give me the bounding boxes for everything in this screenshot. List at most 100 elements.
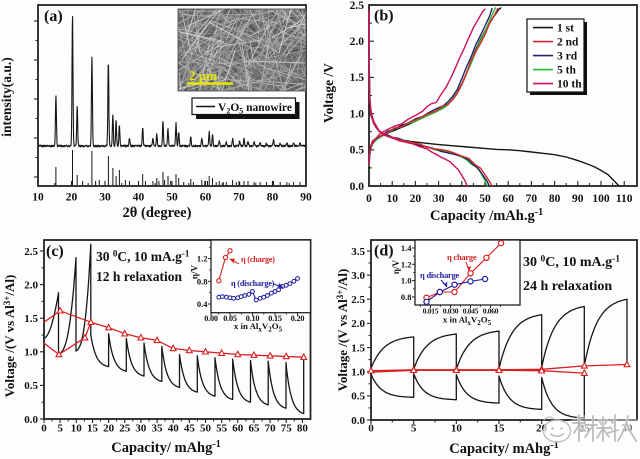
svg-text:70: 70 (233, 192, 245, 204)
svg-text:70: 70 (265, 423, 277, 435)
svg-text:1.0: 1.0 (351, 367, 365, 379)
svg-text:20: 20 (410, 193, 422, 205)
svg-text:η (discharge): η (discharge) (231, 279, 275, 288)
svg-text:η charge: η charge (447, 253, 477, 262)
svg-text:0.045: 0.045 (463, 307, 479, 316)
svg-text:80: 80 (267, 192, 279, 204)
svg-text:40: 40 (168, 423, 180, 435)
svg-text:30 0C, 10 mA.g-1: 30 0C, 10 mA.g-1 (523, 255, 620, 271)
svg-text:45: 45 (184, 423, 196, 435)
svg-text:Capacity/ mAhg-1: Capacity/ mAhg-1 (449, 440, 558, 457)
svg-text:2.0: 2.0 (24, 279, 38, 291)
svg-text:Capacity /mAh.g-1: Capacity /mAh.g-1 (430, 207, 543, 224)
svg-text:0.10: 0.10 (246, 314, 260, 323)
svg-text:20: 20 (536, 423, 548, 435)
svg-text:2θ (degree): 2θ (degree) (123, 205, 192, 221)
svg-text:0.015: 0.015 (423, 307, 439, 316)
svg-text:55: 55 (216, 423, 228, 435)
svg-text:3.0: 3.0 (351, 270, 365, 282)
svg-text:100: 100 (592, 193, 610, 205)
svg-text:0.5: 0.5 (351, 391, 365, 403)
svg-text:(c): (c) (46, 243, 64, 260)
svg-text:30 0C, 10 mA.g-1: 30 0C, 10 mA.g-1 (96, 249, 190, 265)
svg-text:50: 50 (200, 423, 212, 435)
svg-text:intensity(a.u.): intensity(a.u.) (0, 57, 14, 137)
svg-text:1.2: 1.2 (197, 254, 208, 264)
svg-text:2 nd: 2 nd (557, 37, 579, 49)
svg-text:80: 80 (297, 423, 309, 435)
svg-text:1.2: 1.2 (401, 259, 412, 269)
svg-text:2.5: 2.5 (351, 294, 365, 306)
svg-text:15: 15 (87, 423, 99, 435)
svg-text:0.5: 0.5 (350, 145, 365, 157)
svg-text:0.5: 0.5 (24, 380, 38, 392)
svg-text:0.060: 0.060 (483, 307, 499, 316)
svg-text:(b): (b) (374, 8, 394, 25)
svg-text:0.0: 0.0 (351, 415, 365, 427)
svg-text:η/V: η/V (391, 259, 401, 274)
svg-text:10: 10 (386, 193, 398, 205)
svg-text:0.8: 0.8 (401, 292, 412, 302)
svg-text:0: 0 (368, 423, 374, 435)
svg-text:30: 30 (135, 423, 147, 435)
svg-text:1.4: 1.4 (401, 243, 412, 253)
svg-text:110: 110 (616, 193, 633, 205)
svg-text:20: 20 (66, 192, 78, 204)
svg-text:0.030: 0.030 (443, 307, 459, 316)
svg-text:25: 25 (119, 423, 131, 435)
svg-text:(d): (d) (374, 243, 394, 260)
svg-text:10 th: 10 th (557, 79, 582, 91)
svg-text:0.8: 0.8 (197, 276, 208, 286)
svg-text:60: 60 (200, 192, 212, 204)
svg-text:0.00: 0.00 (204, 314, 218, 323)
svg-text:70: 70 (526, 193, 538, 205)
svg-text:10: 10 (451, 423, 463, 435)
svg-text:2.0: 2.0 (350, 36, 365, 48)
svg-text:0.0: 0.0 (350, 181, 365, 193)
svg-text:90: 90 (300, 192, 312, 204)
svg-text:3 rd: 3 rd (557, 51, 578, 63)
svg-text:Voltage /(V vs Al3+/Al): Voltage /(V vs Al3+/Al) (2, 275, 17, 398)
svg-text:40: 40 (456, 193, 468, 205)
svg-text:0.05: 0.05 (223, 314, 237, 323)
svg-text:10: 10 (71, 423, 83, 435)
svg-text:12 h relaxation: 12 h relaxation (96, 269, 182, 284)
svg-text:80: 80 (549, 193, 561, 205)
svg-text:1.0: 1.0 (24, 347, 38, 359)
svg-text:η (charge): η (charge) (241, 255, 275, 264)
svg-text:Voltage /(V vs Al3+/Al): Voltage /(V vs Al3+/Al) (335, 269, 350, 392)
svg-text:2.5: 2.5 (350, 0, 365, 12)
svg-text:(a): (a) (44, 8, 63, 25)
svg-text:40: 40 (133, 192, 145, 204)
svg-text:2.5: 2.5 (24, 246, 38, 258)
svg-text:0: 0 (41, 423, 47, 435)
svg-text:1.0: 1.0 (350, 108, 365, 120)
svg-text:60: 60 (232, 423, 244, 435)
svg-text:65: 65 (248, 423, 260, 435)
svg-text:0.15: 0.15 (268, 314, 282, 323)
svg-text:60: 60 (502, 193, 514, 205)
svg-text:1.5: 1.5 (350, 72, 365, 84)
svg-text:Capacity/ mAhg-1: Capacity/ mAhg-1 (111, 439, 220, 456)
svg-text:35: 35 (152, 423, 164, 435)
svg-text:3.5: 3.5 (351, 246, 365, 258)
svg-text:15: 15 (493, 423, 505, 435)
svg-text:5: 5 (411, 423, 417, 435)
svg-text:0.20: 0.20 (291, 314, 305, 323)
svg-text:V2O5 nanowire: V2O5 nanowire (218, 102, 292, 116)
svg-text:0.4: 0.4 (197, 299, 208, 309)
svg-text:η/V: η/V (190, 264, 200, 279)
svg-text:24 h relaxation: 24 h relaxation (523, 279, 612, 294)
svg-text:30: 30 (99, 192, 111, 204)
svg-text:0: 0 (366, 193, 372, 205)
svg-text:2.0: 2.0 (351, 318, 365, 330)
svg-text:η discharge: η discharge (420, 271, 460, 280)
svg-text:1 st: 1 st (557, 23, 574, 35)
svg-text:1.5: 1.5 (351, 342, 365, 354)
svg-text:75: 75 (281, 423, 293, 435)
svg-text:10: 10 (32, 192, 44, 204)
svg-text:5 th: 5 th (557, 65, 576, 77)
svg-text:Voltage /V: Voltage /V (321, 63, 336, 123)
svg-text:1.0: 1.0 (401, 276, 412, 286)
svg-text:20: 20 (103, 423, 115, 435)
